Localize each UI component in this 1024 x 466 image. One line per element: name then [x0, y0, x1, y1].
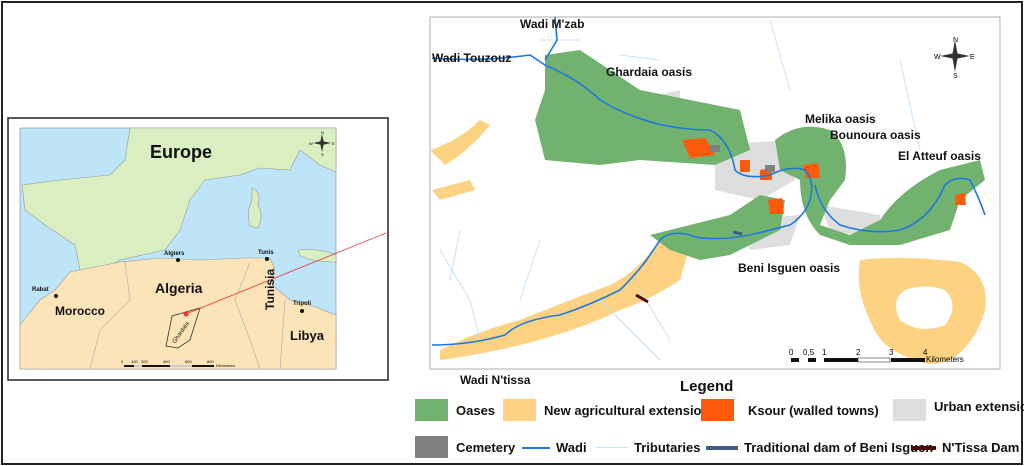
- svg-text:0: 0: [121, 359, 124, 364]
- legend-traditional-dam: Traditional dam of Beni Isguen: [700, 440, 933, 455]
- label-wadi-mzab: Wadi M'zab: [520, 17, 584, 31]
- inset-scale-bar: 0 100 200 400 600 800 Kilometres: [121, 359, 235, 368]
- label-el-atteuf-oasis: El Atteuf oasis: [898, 149, 981, 163]
- legend-ksour: Ksour (walled towns): [701, 399, 879, 421]
- label-algeria: Algeria: [155, 280, 203, 296]
- svg-text:2: 2: [856, 348, 861, 357]
- svg-text:Kilometers: Kilometers: [926, 355, 964, 364]
- borders: [89, 261, 286, 370]
- svg-text:600: 600: [185, 359, 192, 364]
- svg-text:200: 200: [141, 359, 148, 364]
- wadi-line: [431, 54, 813, 346]
- legend-wadi: Wadi: [516, 440, 587, 455]
- ntissa-dam: [635, 293, 649, 304]
- label-ghardaia-oasis: Ghardaia oasis: [606, 65, 692, 79]
- svg-text:E: E: [970, 54, 975, 61]
- main-scale-bar: 0 0,5 1 2 3 4 Kilometers: [789, 348, 964, 364]
- agri-extension: [440, 240, 690, 360]
- city-rabat: Rabat: [32, 287, 49, 293]
- svg-text:400: 400: [163, 359, 170, 364]
- svg-text:N: N: [953, 37, 958, 44]
- label-bounoura-oasis: Bounoura oasis: [830, 128, 921, 142]
- label-tunisia: Tunisia: [263, 269, 277, 310]
- oasis-beni-isguen: [650, 195, 785, 260]
- inset-compass-icon: N S W E: [309, 130, 335, 157]
- ghardaia-province: [165, 307, 201, 349]
- oasis-ghardaia: [535, 50, 750, 165]
- svg-text:S: S: [321, 152, 324, 157]
- svg-text:E: E: [332, 141, 335, 146]
- agri-extension: [858, 257, 986, 364]
- city-tunis: Tunis: [258, 250, 274, 256]
- svg-text:S: S: [953, 73, 958, 80]
- label-europe: Europe: [150, 142, 212, 162]
- label-libya: Libya: [290, 328, 325, 343]
- svg-text:3: 3: [889, 348, 894, 357]
- legend-urban-label: Urban extensions: [934, 399, 1024, 414]
- svg-text:4: 4: [923, 348, 928, 357]
- label-morocco: Morocco: [55, 304, 105, 318]
- africa-landmass: [19, 257, 337, 370]
- agri-extension: [430, 120, 490, 200]
- label-beni-isguen-oasis: Beni Isguen oasis: [738, 261, 840, 275]
- sardinia: [248, 187, 262, 229]
- label-melika-oasis: Melika oasis: [805, 112, 876, 126]
- svg-text:800: 800: [207, 359, 214, 364]
- svg-text:0,5: 0,5: [803, 348, 815, 357]
- label-wadi-ntissa: Wadi N'tissa: [460, 373, 531, 387]
- legend-urban-item: [793, 399, 926, 421]
- city-algiers: Algiers: [164, 251, 185, 257]
- svg-text:W: W: [934, 54, 941, 61]
- europe-landmass: [21, 127, 337, 276]
- ghardaia-marker: [183, 311, 189, 317]
- legend-ntissa-dam: N'Tissa Dam: [912, 440, 1019, 455]
- inset-map: Ghardaia Europe Algeria Morocco Tunisia …: [7, 117, 389, 381]
- legend-oases: Oases: [415, 399, 495, 421]
- svg-text:Kilometres: Kilometres: [216, 363, 235, 368]
- legend-tributaries: Tributaries: [590, 440, 700, 455]
- legend-cemetery: Cemetery: [415, 436, 515, 458]
- beni-isguen-dam: [732, 230, 743, 236]
- cemetery: [710, 145, 775, 172]
- label-wadi-touzouz: Wadi Touzouz: [432, 51, 511, 65]
- tributaries: [439, 19, 921, 361]
- wadi-line: [544, 16, 986, 233]
- main-compass-icon: N S W E: [934, 37, 975, 80]
- svg-text:N: N: [321, 130, 324, 135]
- svg-text:0: 0: [789, 348, 794, 357]
- pointer-line: [185, 232, 387, 315]
- main-map: Wadi M'zab Wadi Touzouz Wadi N'tissa Gha…: [429, 16, 1001, 387]
- oasis-melika-bounoura-atteuf: [775, 126, 985, 245]
- legend-agri: New agricultural extensions: [503, 399, 717, 421]
- sicily: [297, 249, 337, 263]
- svg-text:W: W: [309, 141, 313, 146]
- svg-text:100: 100: [131, 359, 138, 364]
- city-tripoli: Tripoli: [293, 301, 311, 307]
- svg-text:1: 1: [822, 348, 827, 357]
- legend-title: Legend: [680, 378, 734, 395]
